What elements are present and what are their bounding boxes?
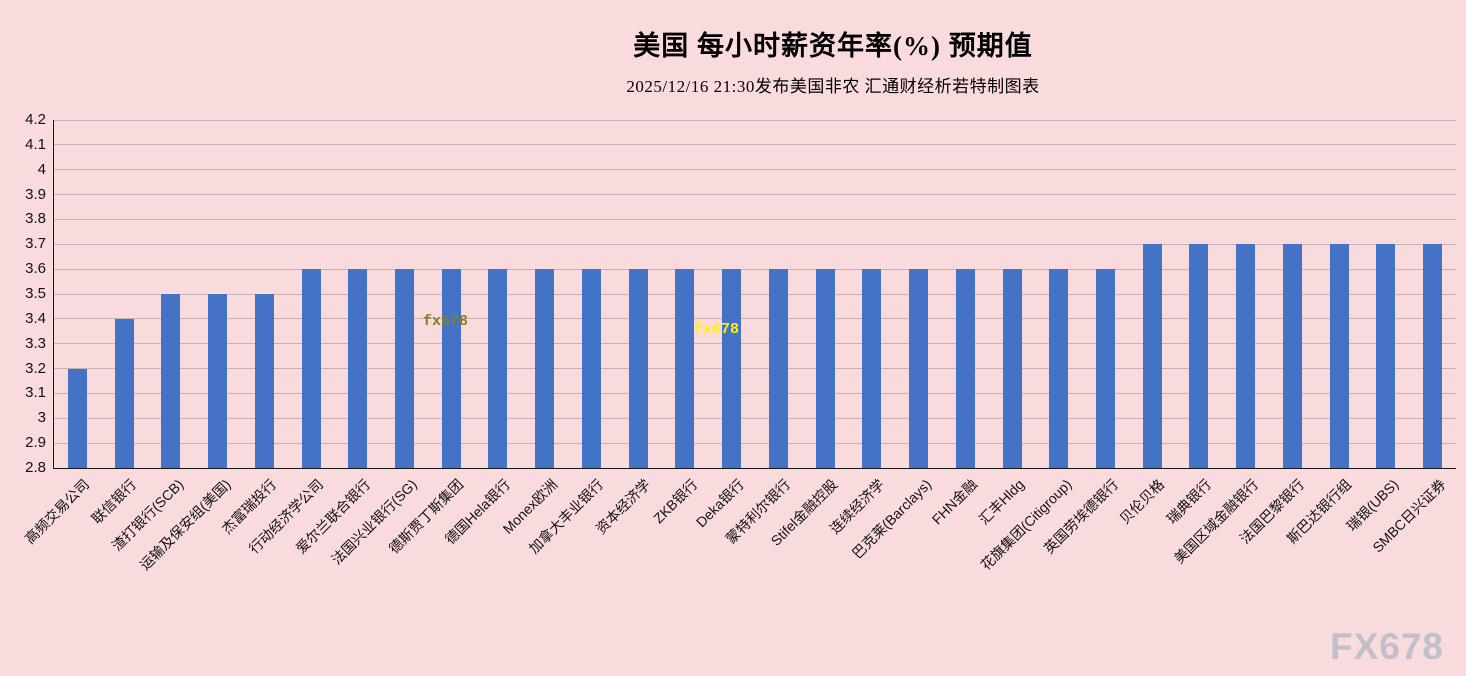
bar — [161, 294, 181, 468]
bar — [1096, 269, 1115, 468]
bar — [862, 269, 882, 468]
y-tick-label: 4.2 — [25, 111, 46, 128]
bar — [395, 269, 414, 468]
y-tick-label: 3.9 — [25, 185, 46, 203]
bar — [114, 318, 134, 468]
y-tick-label: 3.6 — [25, 260, 46, 278]
chart-header: 美国 每小时薪资年率(%) 预期值 2025/12/16 21:30发布美国非农… — [0, 24, 1466, 97]
bar — [909, 269, 929, 468]
bar — [1236, 244, 1256, 468]
bar — [628, 269, 648, 468]
chart-subtitle: 2025/12/16 21:30发布美国非农 汇通财经析若特制图表 — [626, 77, 1040, 96]
bar — [1142, 244, 1162, 468]
bar — [254, 294, 274, 468]
x-tick-label: 贝伦贝格 — [1116, 476, 1168, 527]
y-tick-label: 3.2 — [25, 359, 46, 377]
watermark-fx678-olive: fx678 — [423, 313, 469, 330]
gridline — [54, 144, 1456, 146]
watermark-fx678-yellow: fx678 — [694, 321, 740, 338]
bar — [675, 269, 695, 468]
bar — [955, 269, 975, 468]
y-tick-label: 3.5 — [25, 285, 46, 302]
y-tick-label: 3.8 — [25, 210, 46, 228]
gridline — [54, 194, 1456, 196]
y-tick-label: 2.9 — [25, 434, 46, 452]
gridline — [54, 318, 1456, 320]
bar — [348, 269, 368, 468]
y-tick-label: 2.8 — [25, 459, 46, 476]
bar — [815, 269, 835, 468]
bar — [1329, 244, 1349, 468]
gridline — [54, 392, 1456, 394]
bar — [581, 269, 601, 468]
plot-area: 2.8 2.9 3 3.1 3.2 3.3 3.4 3.5 3.6 3.7 3.8 3.9 4 4.1 4.… — [22, 111, 1456, 573]
bar — [1376, 244, 1396, 468]
gridline — [54, 119, 1456, 121]
bar — [1189, 244, 1209, 468]
bar — [535, 269, 555, 468]
bar — [441, 269, 461, 468]
gridline — [54, 417, 1456, 419]
gridline — [54, 218, 1456, 220]
bar — [208, 294, 228, 468]
y-tick-label: 3.1 — [25, 384, 46, 402]
bar — [1049, 269, 1069, 468]
bar — [67, 368, 87, 468]
gridline — [54, 268, 1456, 270]
x-tick-label: 高频交易公司 — [21, 476, 93, 547]
gridline — [54, 343, 1456, 345]
bar — [768, 269, 788, 468]
x-tick-label: 法国兴业银行(SG) — [327, 476, 420, 568]
y-tick-label: 3.3 — [25, 334, 46, 352]
gridline — [54, 368, 1456, 370]
bar — [1282, 244, 1302, 468]
gridline — [54, 243, 1456, 245]
y-tick-label: 4.1 — [25, 135, 46, 153]
chart-title: 美国 每小时薪资年率(%) 预期值 — [633, 31, 1033, 61]
gridline — [54, 169, 1456, 171]
watermark-fx678-corner: FX678 — [1329, 626, 1444, 667]
bar — [1423, 244, 1443, 468]
bar — [1002, 269, 1022, 468]
x-tick-label: FHN金融 — [928, 476, 981, 528]
y-tick-label: 4 — [37, 160, 46, 178]
gridline — [54, 293, 1456, 295]
y-tick-label: 3.4 — [25, 309, 46, 327]
bar — [722, 269, 742, 468]
bar — [488, 269, 508, 468]
x-tick-label: 巴克莱(Barclays) — [848, 476, 934, 562]
x-tick-label: 美国区域金融银行 — [1170, 476, 1262, 567]
bar — [301, 269, 321, 468]
y-tick-label: 3 — [37, 409, 46, 427]
gridline — [54, 442, 1456, 444]
y-tick-label: 3.7 — [25, 235, 46, 253]
